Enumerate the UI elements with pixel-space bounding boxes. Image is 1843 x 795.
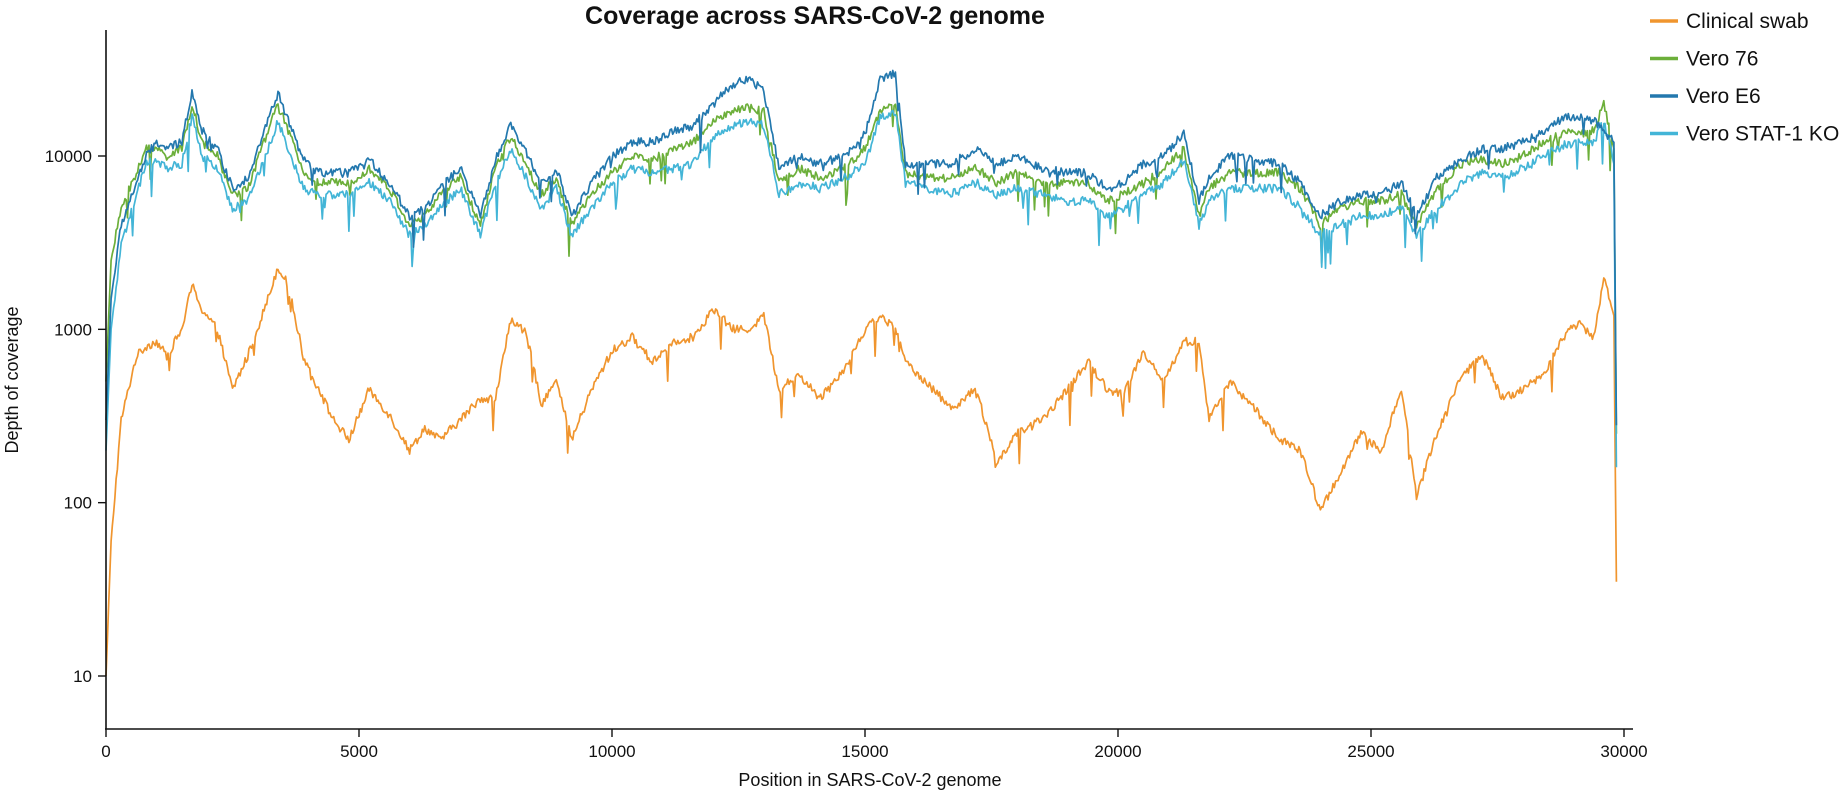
x-tick-label: 15000 (841, 742, 888, 761)
x-axis-ticks: 0 5000 10000 15000 20000 25000 30000 (101, 729, 1648, 761)
y-tick-label: 10 (73, 667, 92, 686)
series-line-vero-76 (105, 99, 1618, 434)
y-tick-label: 100 (64, 494, 92, 513)
x-tick-label: 5000 (340, 742, 378, 761)
legend: Clinical swab Vero 76 Vero E6 Vero STAT-1 K… (1650, 10, 1839, 146)
chart-title: Coverage across SARS-CoV-2 genome (585, 2, 1045, 30)
x-tick-label: 10000 (588, 742, 635, 761)
x-tick-label: 25000 (1347, 742, 1394, 761)
series-line-vero-e6 (105, 69, 1618, 426)
x-tick-label: 0 (101, 742, 110, 761)
x-axis-label: Position in SARS-CoV-2 genome (738, 770, 1001, 790)
legend-label-vero-stat-1-ko: Vero STAT-1 KO (1686, 123, 1839, 146)
y-tick-label: 10000 (45, 147, 92, 166)
legend-label-vero-e6: Vero E6 (1686, 85, 1761, 108)
series-line-clinical-swab (105, 268, 1618, 677)
legend-label-vero-76: Vero 76 (1686, 48, 1758, 71)
y-tick-label: 1000 (54, 320, 92, 339)
y-axis-label: Depth of coverage (2, 306, 22, 453)
series-line-vero-stat-1-ko (105, 109, 1618, 468)
x-tick-label: 20000 (1094, 742, 1141, 761)
series-layer (105, 69, 1618, 677)
y-axis-ticks: 10 100 1000 10000 (45, 147, 106, 686)
legend-label-clinical-swab: Clinical swab (1686, 10, 1809, 33)
x-tick-label: 30000 (1600, 742, 1647, 761)
